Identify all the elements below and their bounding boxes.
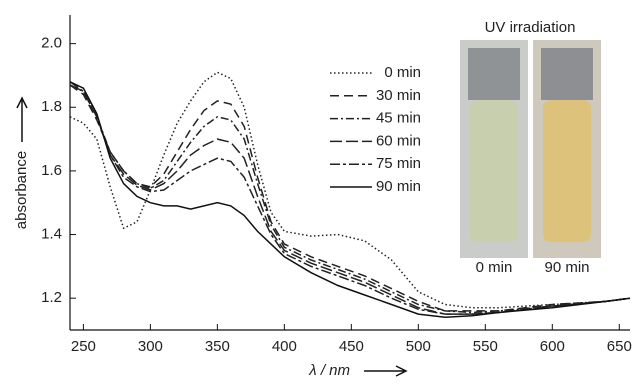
legend-label: 0 min	[384, 64, 421, 81]
cap	[468, 48, 520, 100]
annotation: 0 min	[476, 259, 513, 276]
x-tick-label: 350	[205, 338, 230, 355]
legend-label: 60 min	[376, 132, 421, 149]
plot	[69, 71, 631, 319]
annotation: UV irradiation	[485, 19, 576, 36]
series-line	[69, 81, 631, 315]
series-line	[69, 84, 631, 314]
series-line	[69, 84, 631, 315]
cap	[541, 48, 593, 100]
legend-label: 90 min	[376, 178, 421, 195]
x-tick-label: 600	[540, 338, 565, 355]
legend-label: 45 min	[376, 110, 421, 127]
x-tick-label: 400	[272, 338, 297, 355]
series-line	[69, 81, 631, 319]
solution	[543, 100, 591, 242]
x-axis-label: λ / nm	[308, 362, 350, 379]
x-tick-label: 500	[406, 338, 431, 355]
y-tick-label: 1.2	[41, 289, 62, 306]
annotation: 90 min	[544, 259, 589, 276]
y-arrow	[16, 96, 28, 142]
y-tick-label: 1.8	[41, 98, 62, 115]
x-tick-label: 450	[339, 338, 364, 355]
y-tick-label: 1.4	[41, 226, 62, 243]
x-arrow	[364, 365, 408, 377]
x-tick-label: 250	[71, 338, 96, 355]
x-tick-label: 300	[138, 338, 163, 355]
y-axis-label: absorbance	[13, 151, 30, 229]
x-tick-label: 550	[473, 338, 498, 355]
x-tick-label: 650	[607, 338, 632, 355]
y-tick-label: 1.6	[41, 162, 62, 179]
legend-label: 30 min	[376, 87, 421, 104]
solution	[470, 100, 518, 242]
legend-label: 75 min	[376, 155, 421, 172]
cuvette-photos	[460, 40, 601, 258]
series-line	[69, 71, 631, 309]
y-tick-label: 2.0	[41, 35, 62, 52]
